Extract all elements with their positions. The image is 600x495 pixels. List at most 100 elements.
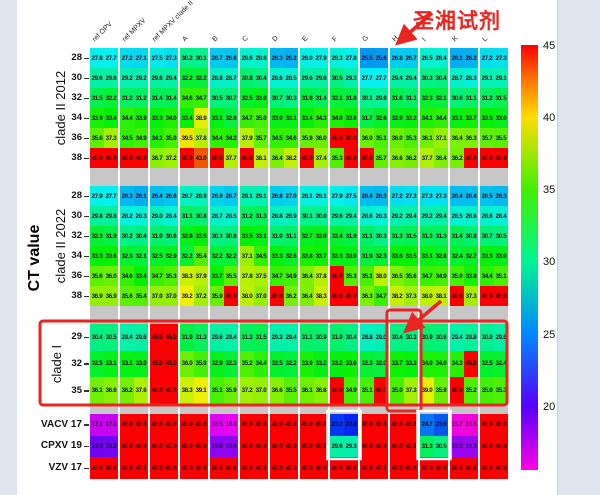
heatmap-cell-value: 35.9 — [210, 286, 224, 306]
heatmap-cell-value: 31.4 — [314, 88, 328, 108]
heatmap-cell-value: 30.6 — [450, 88, 464, 108]
heatmap-cell: 28.8 28.9 — [270, 206, 298, 226]
column-header-label: A — [181, 35, 190, 44]
heatmap-cell: 31.1 30.9 — [300, 324, 328, 351]
heatmap-cell: 45.0 45.0 — [90, 148, 118, 168]
heatmap-cell: 27.5 27.3 — [150, 48, 178, 68]
heatmap-cell: 32.3 32.1 — [120, 246, 148, 266]
heatmap-cell-value: 34.7 — [240, 108, 254, 128]
heatmap-cell-value: 45.0 — [150, 377, 164, 404]
heatmap-cell: 31.1 30.8 — [180, 206, 208, 226]
heatmap-cell-value: 30.1 — [194, 48, 208, 68]
heatmap-cell: 34.1 34.4 — [420, 108, 448, 128]
heatmap-cell-value: 32.3 — [360, 350, 374, 378]
heatmap-cell: 29.4 29.4 — [390, 68, 418, 88]
y-tick-label: 30 — [71, 72, 82, 83]
heatmap-cell-value: 45.0 — [194, 457, 208, 479]
heatmap-cell: 30.3 30.6 — [210, 226, 238, 246]
heatmap-cell-value: 45.0 — [330, 128, 344, 148]
heatmap-cell-value: 35.9 — [224, 377, 238, 404]
heatmap-cell: 18.6 18.6 — [210, 435, 238, 458]
heatmap-cell-value: 45.0 — [360, 414, 374, 436]
y-tick-label: 28 — [71, 52, 82, 63]
heatmap-cell-value: 35.0 — [194, 350, 208, 378]
heatmap-cell-value: 36.0 — [360, 128, 374, 148]
heatmap-cell-value: 45.0 — [330, 266, 344, 286]
heatmap-cell-value: 45.0 — [464, 457, 478, 479]
heatmap-cell-value: 32.5 — [240, 88, 254, 108]
heatmap-cell-value: 32.8 — [180, 226, 194, 246]
heatmap-cell: 33.3 33.6 — [90, 246, 118, 266]
heatmap-cell-value: 23.2 — [330, 414, 344, 436]
heatmap-cell-value: 36.0 — [180, 350, 194, 378]
heatmap-cell-value: 33.0 — [134, 350, 148, 378]
heatmap-cell-value: 32.1 — [434, 88, 448, 108]
group-separator — [180, 404, 208, 414]
heatmap-cell-value: 26.6 — [224, 48, 238, 68]
heatmap-cell: 33.1 32.8 — [420, 246, 448, 266]
heatmap-cell: 29.8 29.8 — [90, 206, 118, 226]
heatmap-cell-value: 45.0 — [164, 457, 178, 479]
heatmap-cell-value: 32.7 — [300, 226, 314, 246]
heatmap-cell-value: 45.0 — [330, 286, 344, 306]
heatmap-cell-value: 45.0 — [480, 286, 494, 306]
heatmap-cell-value: 28.9 — [194, 186, 208, 206]
heatmap-cell-value: 35.0 — [390, 377, 404, 404]
heatmap-cell-value: 34.0 — [164, 108, 178, 128]
y-tick-label: 38 — [71, 152, 82, 163]
heatmap-cell-value: 45.0 — [300, 435, 314, 458]
heatmap-cell-value: 28.6 — [270, 68, 284, 88]
heatmap-cell-value: 37.8 — [314, 266, 328, 286]
heatmap-cell-value: 32.6 — [284, 246, 298, 266]
heatmap-cell: 45.0 45.0 — [330, 286, 358, 306]
heatmap-cell-value: 35.2 — [464, 377, 478, 404]
heatmap-cell-value: 45.0 — [374, 377, 388, 404]
heatmap-cell-value: 27.9 — [314, 48, 328, 68]
heatmap-cell-value: 33.4 — [104, 108, 118, 128]
heatmap-cell-value: 30.4 — [134, 226, 148, 246]
heatmap-cell-value: 45.0 — [360, 435, 374, 458]
heatmap-cell-value: 17.1 — [90, 414, 104, 436]
heatmap-cell-value: 38.0 — [374, 266, 388, 286]
heatmap-cell-value: 45.0 — [284, 457, 298, 479]
heatmap-cell: 34.7 34.9 — [420, 266, 448, 286]
y-tick-mark — [84, 295, 89, 297]
heatmap-cell-value: 36.1 — [420, 128, 434, 148]
heatmap-cell-value: 45.0 — [270, 457, 284, 479]
heatmap-cell-value: 30.9 — [420, 324, 434, 351]
heatmap-cell: 35.6 37.3 — [90, 128, 118, 148]
heatmap-cell-value: 28.8 — [270, 206, 284, 226]
heatmap-cell: 26.4 26.6 — [150, 186, 178, 206]
y-tick-mark — [84, 117, 89, 119]
heatmap-cell-value: 26.2 — [464, 48, 478, 68]
heatmap-cell: 31.4 30.8 — [450, 226, 478, 246]
heatmap-cell-value: 28.4 — [494, 206, 508, 226]
heatmap-cell: 33.3 34.0 — [150, 108, 178, 128]
heatmap-cell: 31.1 30.3 — [360, 226, 388, 246]
heatmap-cell: 30.2 30.1 — [180, 48, 208, 68]
heatmap-cell-value: 31.1 — [464, 88, 478, 108]
heatmap-cell-value: 35.6 — [404, 266, 418, 286]
heatmap-cell: 31.3 30.5 — [420, 435, 448, 458]
heatmap-cell: 45.0 45.0 — [360, 435, 388, 458]
heatmap-cell: 45.0 45.0 — [180, 457, 208, 479]
heatmap-cell-value: 29.4 — [434, 206, 448, 226]
heatmap-cell-value: 26.1 — [134, 186, 148, 206]
heatmap-cell-value: 45.0 — [494, 286, 508, 306]
heatmap-cell-value: 34.9 — [434, 266, 448, 286]
heatmap-cell-value: 38.3 — [180, 377, 194, 404]
heatmap-cell-value: 28.8 — [210, 68, 224, 88]
heatmap-cell-value: 33.1 — [450, 108, 464, 128]
heatmap-cell-value: 45.0 — [480, 435, 494, 458]
group-separator — [270, 404, 298, 414]
heatmap-cell: 29.4 29.6 — [120, 324, 148, 351]
heatmap-cell: 37.7 36.4 — [420, 148, 448, 168]
heatmap-cell-value: 35.3 — [494, 377, 508, 404]
heatmap-cell-value: 39.0 — [420, 377, 434, 404]
column-header-label: ref MPXV clade II — [151, 0, 195, 44]
y-tick-mark — [84, 336, 89, 339]
heatmap-cell-value: 32.4 — [330, 226, 344, 246]
heatmap-cell-value: 32.2 — [180, 68, 194, 88]
heatmap-cell-value: 34.4 — [434, 108, 448, 128]
heatmap-cell-value: 45.0 — [194, 414, 208, 436]
